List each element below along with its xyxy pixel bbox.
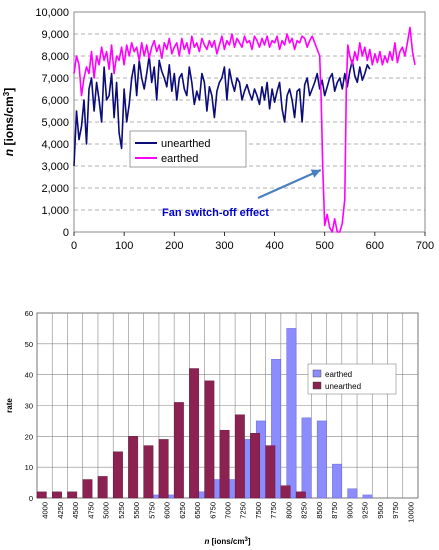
x-tick-label: 10000 [406, 502, 415, 523]
bar-unearthed [265, 445, 276, 499]
y-tick-label: 5,000 [41, 117, 69, 129]
y-tick-label: 0 [63, 227, 69, 239]
bar-earthed [301, 417, 312, 499]
x-tick-label: 300 [215, 240, 233, 252]
x-tick-label: 9750 [391, 502, 400, 519]
y-tick-label: 2,000 [41, 183, 69, 195]
y-tick-label: 60 [25, 309, 33, 318]
y-tick-label: 6,000 [41, 95, 69, 107]
time-series-chart: 0 1,000 2,000 3,000 4,000 5,000 6,000 7,000 8,00… [2, 7, 435, 260]
y-axis-title: rate [5, 398, 14, 413]
x-tick-label: 200 [165, 240, 183, 252]
x-tick-label: 5250 [117, 502, 126, 519]
x-tick-label: 9000 [345, 502, 354, 519]
legend-box [307, 363, 397, 395]
bar-unearthed [250, 433, 261, 499]
y-tick-label: 50 [25, 340, 33, 349]
bar-unearthed [204, 380, 215, 499]
y-axis-title: n [ions/cm3] [2, 88, 17, 156]
x-tick-label: 0 [71, 240, 77, 252]
x-tick-label: 4250 [56, 502, 65, 519]
annotation-text: Fan switch-off effect [162, 207, 269, 219]
x-tick-label: 6250 [178, 502, 187, 519]
y-tick-label: 20 [25, 432, 33, 441]
bar-unearthed [67, 491, 78, 499]
histogram-chart: 0 10 20 30 40 50 60 4000 4250 4500 4750 5000 5250 550… [5, 309, 419, 546]
legend: unearthed earthed [129, 130, 247, 168]
x-tick-label: 7750 [269, 502, 278, 519]
x-tick-label: 5500 [132, 502, 141, 519]
x-tick-label: 600 [366, 240, 384, 252]
bar-unearthed [280, 485, 291, 499]
bar-unearthed [52, 491, 62, 499]
x-axis-title: n [ions/cm3] [204, 537, 250, 546]
bar-earthed [316, 420, 327, 499]
bar-unearthed [112, 451, 123, 499]
plot-area [73, 11, 426, 233]
bar-unearthed [97, 476, 108, 499]
x-tick-label: 4000 [41, 502, 50, 519]
x-tick-label: 8250 [300, 502, 309, 519]
bar-unearthed [295, 491, 306, 499]
x-tick-label: 400 [265, 240, 283, 252]
x-tick-label: 8000 [284, 502, 293, 519]
x-tick-label: 6500 [193, 502, 202, 519]
bar-earthed [332, 463, 342, 499]
bar-unearthed [82, 479, 93, 499]
legend-label-earthed: earthed [325, 370, 352, 379]
bar-earthed [271, 359, 282, 499]
bar-earthed [286, 328, 297, 499]
bar-unearthed [143, 445, 154, 499]
y-tick-label: 40 [25, 371, 33, 380]
x-tick-label: 7500 [254, 502, 263, 519]
bar-unearthed [128, 436, 139, 499]
x-tick-label: 4750 [86, 502, 95, 519]
y-tick-label: 30 [25, 402, 33, 411]
y-tick-label: 7,000 [41, 73, 69, 85]
y-tick-label: 0 [29, 494, 33, 503]
x-axis-title: f [s] [239, 259, 261, 260]
bar-unearthed [189, 368, 200, 499]
x-tick-label: 6000 [163, 502, 172, 519]
legend-label-unearthed: unearthed [161, 138, 211, 150]
bar-unearthed [219, 429, 230, 499]
x-tick-label: 9500 [376, 502, 385, 519]
bar-earthed [347, 488, 358, 499]
x-tick-label: 4500 [71, 502, 80, 519]
legend-label-unearthed: unearthed [325, 382, 361, 391]
x-tick-label: 700 [416, 240, 434, 252]
x-tick-label: 7250 [239, 502, 248, 519]
y-tick-label: 9,000 [41, 29, 69, 41]
bar-unearthed [158, 439, 169, 499]
legend: earthed unearthed [307, 363, 397, 395]
legend-box [129, 130, 247, 168]
legend-swatch-unearthed [312, 381, 322, 390]
bar-unearthed [36, 491, 47, 499]
bar-unearthed [173, 402, 184, 499]
x-tick-label: 9250 [361, 502, 370, 519]
y-tick-label: 8,000 [41, 51, 69, 63]
x-tick-label: 5750 [147, 502, 156, 519]
x-tick-label: 8500 [315, 502, 324, 519]
annotation-arrowhead [310, 169, 321, 178]
y-tick-label: 10,000 [35, 7, 69, 19]
y-tick-label: 4,000 [41, 139, 69, 151]
bar-earthed [362, 494, 373, 499]
y-tick-label: 1,000 [41, 205, 69, 217]
y-tick-label: 3,000 [41, 161, 69, 173]
series-line-earthed [73, 26, 416, 233]
legend-swatch-earthed [312, 369, 322, 378]
y-tick-label: 10 [25, 463, 33, 472]
annotation-arrow [257, 168, 322, 200]
bar-unearthed [234, 414, 245, 499]
x-tick-label: 7000 [224, 502, 233, 519]
x-tick-label: 100 [115, 240, 133, 252]
x-tick-label: 5000 [102, 502, 111, 519]
legend-label-earthed: earthed [161, 153, 198, 165]
x-tick-label: 6750 [208, 502, 217, 519]
x-tick-label: 8750 [330, 502, 339, 519]
x-tick-label: 500 [316, 240, 334, 252]
